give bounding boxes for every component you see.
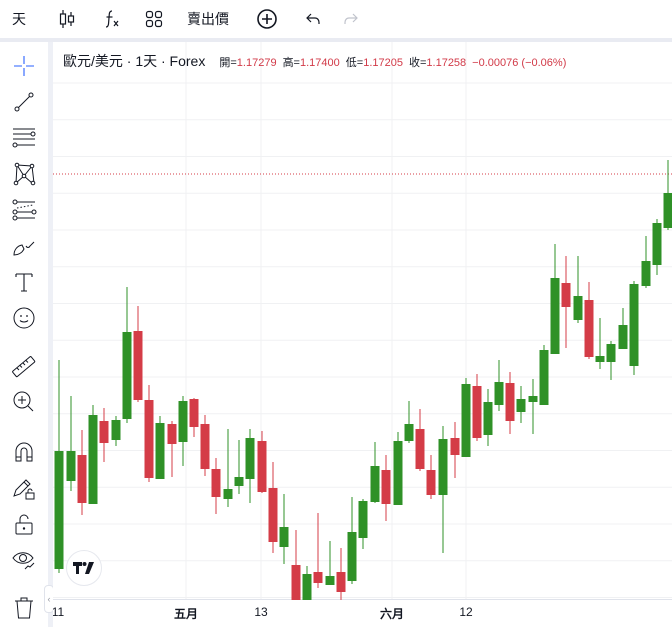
candles-icon xyxy=(58,9,76,29)
trash-icon xyxy=(13,596,35,620)
fib-tool[interactable] xyxy=(8,122,40,154)
lock-icon xyxy=(13,512,35,536)
lock-drawing-icon xyxy=(11,476,37,502)
text-tool[interactable] xyxy=(8,266,40,298)
undo-button[interactable] xyxy=(300,0,326,38)
close-label: 收= xyxy=(408,57,427,69)
close-value: 1.17258 xyxy=(426,57,467,69)
chart-pane[interactable]: 歐元/美元 · 1天 · Forex 開= 1.17279 高= 1.17400 低… xyxy=(53,42,672,627)
lock-all-tool[interactable] xyxy=(8,508,40,540)
redo-icon xyxy=(342,11,360,27)
text-icon xyxy=(13,271,35,293)
trend-line-icon xyxy=(12,90,36,114)
hide-drawings-tool[interactable] xyxy=(8,544,40,576)
chart-type-button[interactable] xyxy=(54,0,80,38)
eye-icon xyxy=(11,547,37,573)
drawing-toolbar xyxy=(0,42,48,627)
time-axis-label: 13 xyxy=(254,605,268,619)
interval-label: 天 xyxy=(12,11,26,27)
crosshair-icon xyxy=(12,54,36,78)
zoom-in-tool[interactable] xyxy=(8,386,40,418)
low-label: 低= xyxy=(345,57,364,69)
redo-button[interactable] xyxy=(338,0,364,38)
candlestick-chart[interactable] xyxy=(53,42,672,627)
time-axis-label: 11 xyxy=(53,605,65,619)
open-value: 1.17279 xyxy=(236,57,277,69)
ruler-icon xyxy=(11,354,37,380)
indicators-button[interactable] xyxy=(99,0,125,38)
pattern-icon xyxy=(12,161,36,187)
price-type-label: 賣出價 xyxy=(187,11,229,27)
tradingview-logo[interactable] xyxy=(66,550,102,586)
change-value: −0.00076 (−0.06%) xyxy=(472,57,567,69)
symbol-title[interactable]: 歐元/美元 · 1天 · Forex xyxy=(63,53,206,69)
trend-line-tool[interactable] xyxy=(8,86,40,118)
remove-drawings-tool[interactable] xyxy=(8,592,40,624)
layout-button[interactable] xyxy=(141,0,167,38)
crosshair-tool[interactable] xyxy=(8,50,40,82)
emoji-icon xyxy=(12,306,36,330)
lock-drawings-tool[interactable] xyxy=(8,473,40,505)
time-axis-label: 五月 xyxy=(173,607,199,621)
pitchfork-icon xyxy=(11,198,37,222)
zoom-in-icon xyxy=(12,390,36,414)
symbol-legend: 歐元/美元 · 1天 · Forex 開= 1.17279 高= 1.17400 低… xyxy=(63,51,566,71)
pattern-tool[interactable] xyxy=(8,158,40,190)
price-type-button[interactable]: 賣出價 xyxy=(183,0,233,38)
brush-icon xyxy=(11,234,37,258)
magnet-icon xyxy=(12,440,36,464)
measure-tool[interactable] xyxy=(8,351,40,383)
toolbar-divider xyxy=(0,38,672,42)
fx-icon xyxy=(102,9,122,29)
emoji-tool[interactable] xyxy=(8,302,40,334)
time-axis-label: 六月 xyxy=(379,607,405,621)
time-axis-label: 12 xyxy=(459,605,473,619)
chevron-left-icon: ‹ xyxy=(47,594,51,604)
fib-retracement-icon xyxy=(11,126,37,150)
low-value: 1.17205 xyxy=(363,57,403,69)
undo-icon xyxy=(304,11,322,27)
open-label: 開= xyxy=(219,57,237,69)
toolbar-divider-left xyxy=(48,42,53,627)
add-symbol-button[interactable] xyxy=(254,0,280,38)
tv-logo-icon xyxy=(73,562,95,574)
brush-tool[interactable] xyxy=(8,230,40,262)
grid-icon xyxy=(145,10,163,28)
high-label: 高= xyxy=(282,57,300,69)
top-toolbar: 天 賣出價 xyxy=(0,0,672,38)
pitchfork-tool[interactable] xyxy=(8,194,40,226)
high-value: 1.17400 xyxy=(300,57,340,69)
interval-button[interactable]: 天 xyxy=(6,0,32,38)
plus-circle-icon xyxy=(256,8,278,30)
magnet-tool[interactable] xyxy=(8,436,40,468)
